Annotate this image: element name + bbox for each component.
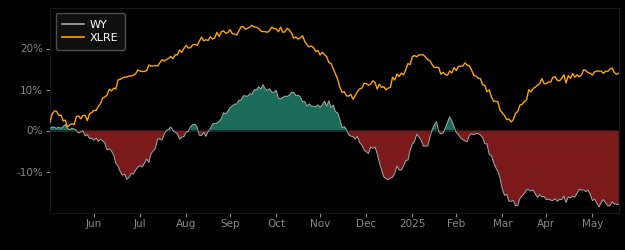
Legend: WY, XLRE: WY, XLRE xyxy=(56,13,125,50)
